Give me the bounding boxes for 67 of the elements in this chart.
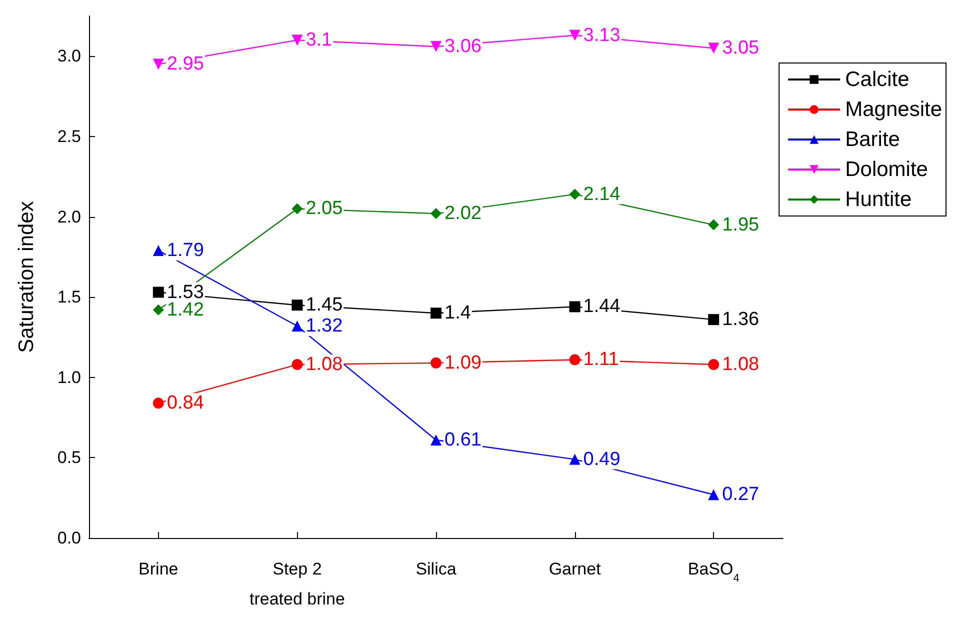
y-tick-label: 0.0 [57,528,81,548]
y-tick-label: 0.5 [57,448,81,468]
y-tick-label: 2.0 [57,207,81,226]
x-tick-label: Brine [138,560,178,578]
legend-label: Huntite [845,188,912,211]
legend-label: Barite [845,128,900,151]
legend-label: Calcite [845,68,910,91]
data-label: 1.36 [722,309,760,330]
y-axis-title: Saturation index [15,200,38,353]
data-label: 0.61 [444,430,482,451]
point [708,359,720,370]
data-label: 0.49 [583,448,620,470]
data-label: 0.84 [166,392,204,414]
point [569,188,580,200]
point [430,357,442,368]
legend-label: Dolomite [845,158,928,181]
point [708,489,720,500]
data-label: 1.08 [722,354,760,376]
data-label: 1.4 [444,302,472,324]
data-label: 1.11 [583,349,619,370]
x-tick-label: Garnet [548,560,602,578]
data-label: 0.27 [722,484,760,506]
point [430,308,442,319]
point [292,203,303,214]
point [152,58,164,70]
data-label: 3.06 [444,36,482,58]
y-tick-label: 2.5 [57,126,81,146]
point [569,454,580,465]
data-label: 1.95 [722,214,760,236]
data-label: 1.44 [583,296,621,318]
data-label: 1.09 [444,352,482,374]
data-label: 1.42 [166,299,204,320]
data-label: 2.14 [583,184,621,205]
point [152,398,164,409]
point [708,219,720,230]
y-tick-label: 1.5 [57,288,81,307]
y-tick-label: 1.0 [57,368,81,387]
data-label: 3.13 [583,24,620,46]
point [430,41,442,52]
point [708,314,720,326]
point [430,208,442,220]
point [292,359,303,370]
x-tick-label: Silica [416,560,457,578]
point [292,34,303,46]
data-label: 2.05 [306,198,343,220]
data-label: 2.02 [444,203,482,224]
data-label: 3.05 [722,38,760,59]
data-label: 3.1 [306,30,332,51]
point [708,42,720,54]
data-label: 1.53 [166,282,204,303]
point [152,286,164,298]
point [430,434,442,446]
data-label: 1.45 [306,294,343,316]
data-label: 1.79 [166,240,204,261]
point [292,320,303,332]
point [569,354,580,366]
data-label: 2.95 [166,54,204,75]
y-tick-label: 3.0 [57,46,81,66]
x-tick-label: Step 2 treated brine [249,560,345,608]
point [292,300,303,311]
point [152,245,164,256]
point [152,304,164,316]
legend-label: Magnesite [845,98,942,121]
point [569,30,580,41]
data-label: 1.08 [306,354,343,376]
point [569,301,580,312]
data-label: 1.32 [306,315,343,336]
